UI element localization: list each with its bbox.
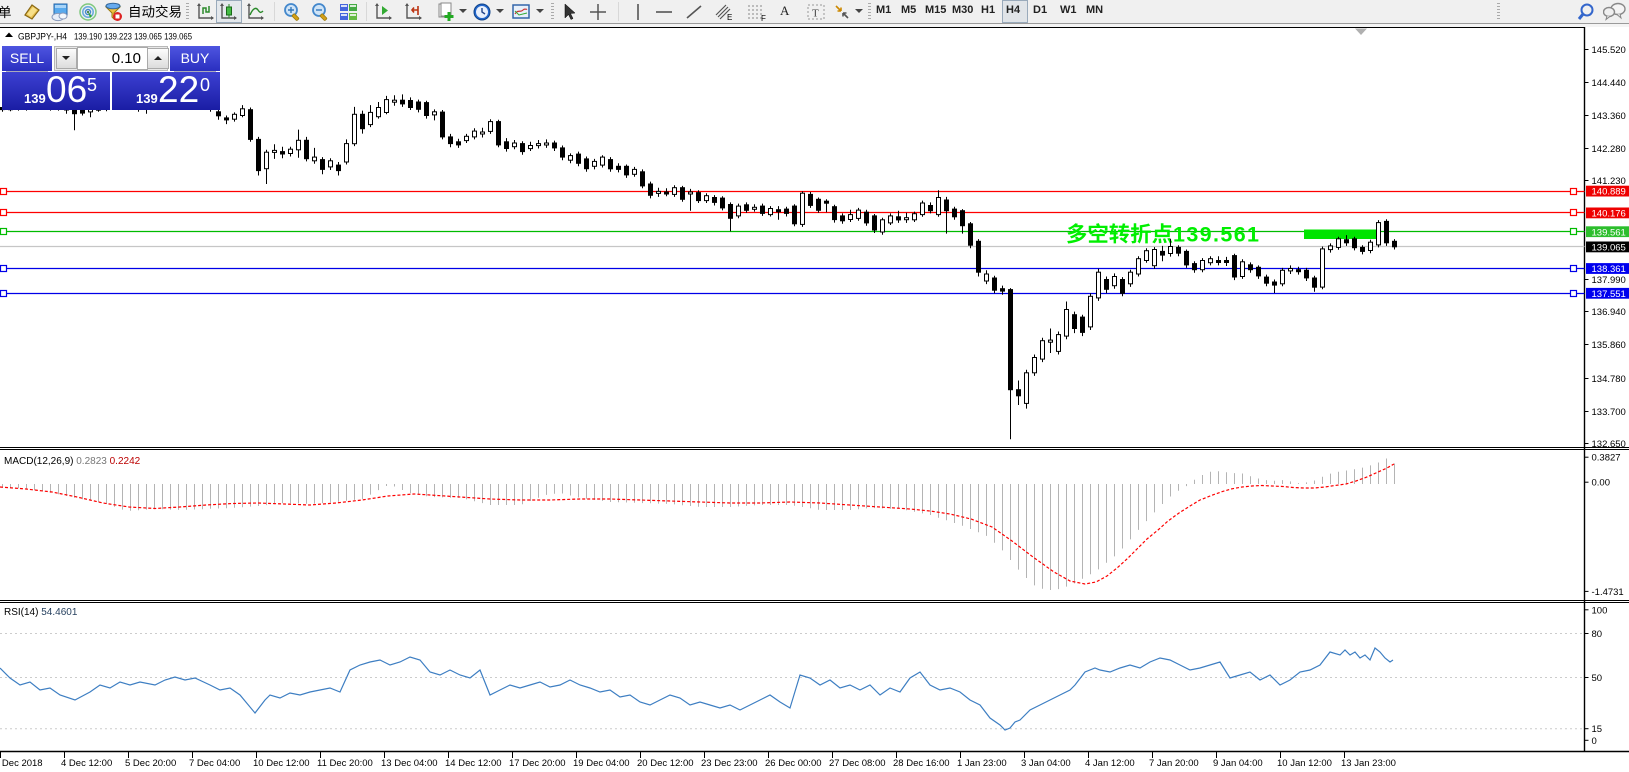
svg-text:3 Jan 04:00: 3 Jan 04:00 — [1021, 758, 1071, 769]
svg-text:80: 80 — [1592, 629, 1603, 640]
svg-text:3 Dec 2018: 3 Dec 2018 — [0, 758, 43, 769]
svg-text:0: 0 — [1592, 736, 1597, 747]
svg-text:10 Dec 12:00: 10 Dec 12:00 — [253, 758, 310, 769]
svg-text:GBPJPY-,H4: GBPJPY-,H4 — [18, 32, 68, 43]
svg-text:139.561: 139.561 — [1592, 227, 1626, 238]
svg-text:100: 100 — [1592, 605, 1608, 616]
svg-text:28 Dec 16:00: 28 Dec 16:00 — [893, 758, 950, 769]
svg-text:4 Jan 12:00: 4 Jan 12:00 — [1085, 758, 1135, 769]
svg-text:15: 15 — [1592, 724, 1603, 735]
svg-text:134.780: 134.780 — [1592, 374, 1626, 385]
svg-text:137.551: 137.551 — [1592, 289, 1626, 300]
svg-text:1 Jan 23:00: 1 Jan 23:00 — [957, 758, 1007, 769]
svg-text:141.230: 141.230 — [1592, 176, 1626, 187]
svg-text:19 Dec 04:00: 19 Dec 04:00 — [573, 758, 630, 769]
svg-text:RSI(14) 54.4601: RSI(14) 54.4601 — [4, 607, 78, 618]
svg-text:144.440: 144.440 — [1592, 78, 1626, 89]
svg-text:T: T — [812, 8, 819, 20]
svg-text:17 Dec 20:00: 17 Dec 20:00 — [509, 758, 566, 769]
svg-text:50: 50 — [1592, 673, 1603, 684]
svg-text:F: F — [761, 14, 766, 22]
svg-text:139.065: 139.065 — [1592, 243, 1626, 254]
svg-text:23 Dec 23:00: 23 Dec 23:00 — [701, 758, 758, 769]
svg-text:13 Jan 23:00: 13 Jan 23:00 — [1341, 758, 1396, 769]
svg-text:132.650: 132.650 — [1592, 439, 1626, 450]
svg-text:5 Dec 20:00: 5 Dec 20:00 — [125, 758, 176, 769]
svg-text:139.561: 139.561 — [1173, 223, 1259, 247]
svg-text:137.990: 137.990 — [1592, 275, 1626, 286]
svg-text:7 Jan 20:00: 7 Jan 20:00 — [1149, 758, 1199, 769]
svg-text:4 Dec 12:00: 4 Dec 12:00 — [61, 758, 112, 769]
svg-text:143.360: 143.360 — [1592, 111, 1626, 122]
svg-text:-1.4731: -1.4731 — [1592, 587, 1624, 598]
svg-text:133.700: 133.700 — [1592, 407, 1626, 418]
svg-text:20 Dec 12:00: 20 Dec 12:00 — [637, 758, 694, 769]
svg-text:MACD(12,26,9) 0.2823 0.2242: MACD(12,26,9) 0.2823 0.2242 — [4, 456, 141, 467]
svg-text:142.280: 142.280 — [1592, 144, 1626, 155]
svg-text:145.520: 145.520 — [1592, 45, 1626, 56]
svg-text:13 Dec 04:00: 13 Dec 04:00 — [381, 758, 438, 769]
svg-text:10 Jan 12:00: 10 Jan 12:00 — [1277, 758, 1332, 769]
svg-text:140.176: 140.176 — [1592, 209, 1626, 220]
svg-text:27 Dec 08:00: 27 Dec 08:00 — [829, 758, 886, 769]
svg-text:11 Dec 20:00: 11 Dec 20:00 — [317, 758, 373, 769]
svg-text:26 Dec 00:00: 26 Dec 00:00 — [765, 758, 822, 769]
svg-text:140.889: 140.889 — [1592, 187, 1626, 198]
svg-text:138.361: 138.361 — [1592, 264, 1626, 275]
svg-text:9 Jan 04:00: 9 Jan 04:00 — [1213, 758, 1263, 769]
svg-text:136.940: 136.940 — [1592, 307, 1626, 318]
svg-text:14 Dec 12:00: 14 Dec 12:00 — [445, 758, 502, 769]
svg-text:0.3827: 0.3827 — [1592, 453, 1621, 464]
svg-text:139.190 139.223 139.065 139.06: 139.190 139.223 139.065 139.065 — [74, 32, 192, 43]
svg-text:0.00: 0.00 — [1592, 478, 1611, 489]
svg-text:E: E — [727, 13, 732, 22]
svg-text:135.860: 135.860 — [1592, 340, 1626, 351]
svg-text:7 Dec 04:00: 7 Dec 04:00 — [189, 758, 240, 769]
